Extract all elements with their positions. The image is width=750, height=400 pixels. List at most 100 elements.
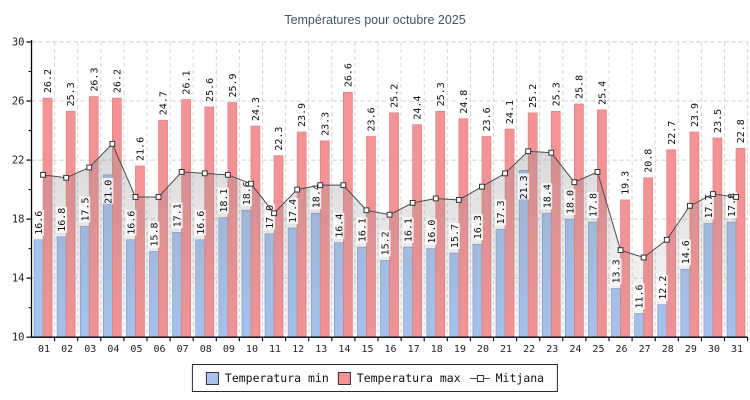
x-tick-label: 08 xyxy=(200,344,212,355)
mean-marker xyxy=(455,197,462,203)
bar-value-label: 25.3 xyxy=(436,82,447,106)
bar-value-label: 18.0 xyxy=(565,190,576,214)
bar-value-label-bg xyxy=(425,218,437,245)
bar-max xyxy=(735,147,746,338)
bar-value-label: 25.8 xyxy=(574,75,585,99)
legend-label-max: Temperatura max xyxy=(356,371,461,385)
bar-value-label: 12.2 xyxy=(658,276,669,300)
bar-value-label: 18.1 xyxy=(219,189,230,213)
bar-value-label: 15.2 xyxy=(381,231,392,255)
bar-value-label-bg xyxy=(573,73,585,100)
bar-value-label-bg xyxy=(688,102,700,129)
y-tick-label: 18 xyxy=(12,214,25,226)
bar-value-label: 15.8 xyxy=(150,222,161,246)
bar-value-label-bg xyxy=(194,209,206,236)
bar-value-label-bg xyxy=(411,94,423,121)
x-tick-label: 25 xyxy=(592,344,604,355)
bar-value-label-bg xyxy=(702,193,714,220)
mean-marker xyxy=(248,180,254,187)
max-bar-swatch-icon xyxy=(337,371,351,385)
mean-marker xyxy=(594,168,601,175)
bar-value-label-bg xyxy=(217,187,229,214)
bar-value-label-bg xyxy=(448,223,460,250)
x-tick-label: 23 xyxy=(546,344,558,355)
x-tick-label: 07 xyxy=(177,344,189,355)
mean-marker xyxy=(317,182,324,189)
legend-label-mean: Mitjana xyxy=(495,371,545,385)
bar-value-label-bg xyxy=(171,202,183,229)
bar-value-label-bg xyxy=(42,68,54,95)
bar-value-label-bg xyxy=(310,183,322,210)
bar-value-label-bg xyxy=(88,66,100,93)
bar-value-label-bg xyxy=(527,82,539,109)
x-tick-label: 11 xyxy=(269,344,281,355)
bar-value-label: 18.4 xyxy=(311,184,322,208)
bar-value-label-bg xyxy=(333,212,345,239)
x-tick-label: 04 xyxy=(107,344,119,355)
mean-marker xyxy=(640,254,647,261)
x-tick-label: 31 xyxy=(731,344,743,355)
x-tick-label: 05 xyxy=(130,344,142,355)
bar-value-label: 17.5 xyxy=(80,197,91,221)
bar-value-label-bg xyxy=(180,69,192,96)
bar-value-label: 21.3 xyxy=(519,175,530,199)
bar-value-label: 22.8 xyxy=(736,119,747,143)
mean-marker xyxy=(63,174,70,181)
mean-marker xyxy=(409,199,416,206)
bar-min xyxy=(33,239,44,338)
bar-value-label: 23.6 xyxy=(482,107,493,131)
bar-value-label: 16.4 xyxy=(334,214,345,238)
bar-value-label: 17.1 xyxy=(173,203,184,227)
x-tick-label: 02 xyxy=(61,344,73,355)
bar-value-label-bg xyxy=(148,221,160,248)
bar-value-label: 23.3 xyxy=(320,112,331,136)
mean-marker xyxy=(686,202,693,209)
bar-value-label: 16.6 xyxy=(34,211,45,235)
x-tick-label: 21 xyxy=(500,344,512,355)
bar-value-label: 22.7 xyxy=(667,121,678,145)
x-tick-label: 03 xyxy=(84,344,96,355)
bar-value-label-bg xyxy=(550,81,562,108)
bar-value-label: 18.6 xyxy=(242,181,253,205)
legend-item-temperatura-max: Temperatura max xyxy=(337,371,461,385)
bar-value-label-bg xyxy=(356,217,368,244)
bar-value-label-bg xyxy=(125,209,137,236)
bar-value-label-bg xyxy=(495,199,507,226)
bar-value-label: 24.4 xyxy=(413,96,424,120)
bar-value-label-bg xyxy=(33,209,45,236)
bar-value-label: 16.0 xyxy=(427,220,438,244)
bar-value-label-bg xyxy=(619,169,631,196)
bar-value-label-bg xyxy=(157,90,169,117)
bar-value-label: 17.3 xyxy=(496,200,507,224)
bar-value-label: 16.6 xyxy=(126,211,137,235)
bar-value-label: 26.6 xyxy=(343,63,354,87)
mean-marker xyxy=(432,195,439,202)
bar-value-label: 26.3 xyxy=(89,68,100,92)
y-tick-label: 10 xyxy=(12,332,25,344)
mean-marker xyxy=(571,179,578,186)
bar-value-label-bg xyxy=(633,283,645,310)
y-tick-label: 14 xyxy=(12,273,25,285)
bar-value-label: 23.5 xyxy=(713,109,724,133)
mean-marker xyxy=(294,186,301,193)
bar-value-label-bg xyxy=(504,99,516,126)
bar-value-label-bg xyxy=(79,196,91,223)
mean-marker xyxy=(340,182,347,189)
bar-value-label: 25.4 xyxy=(597,81,608,105)
x-tick-label: 29 xyxy=(685,344,697,355)
x-tick-label: 15 xyxy=(361,344,373,355)
x-tick-label: 19 xyxy=(454,344,466,355)
mean-marker xyxy=(132,194,139,200)
x-tick-label: 27 xyxy=(639,344,651,355)
bar-value-label: 19.3 xyxy=(621,171,632,195)
bar-value-label: 26.1 xyxy=(182,70,193,94)
bar-value-label-bg xyxy=(480,106,492,133)
x-tick-label: 16 xyxy=(385,344,397,355)
bar-value-label: 17.8 xyxy=(588,193,599,217)
x-tick-label: 30 xyxy=(708,344,720,355)
bar-value-label-bg xyxy=(365,106,377,133)
bar-value-label: 25.9 xyxy=(228,73,239,97)
bar-value-label: 24.7 xyxy=(159,91,170,115)
x-tick-label: 24 xyxy=(569,344,581,355)
